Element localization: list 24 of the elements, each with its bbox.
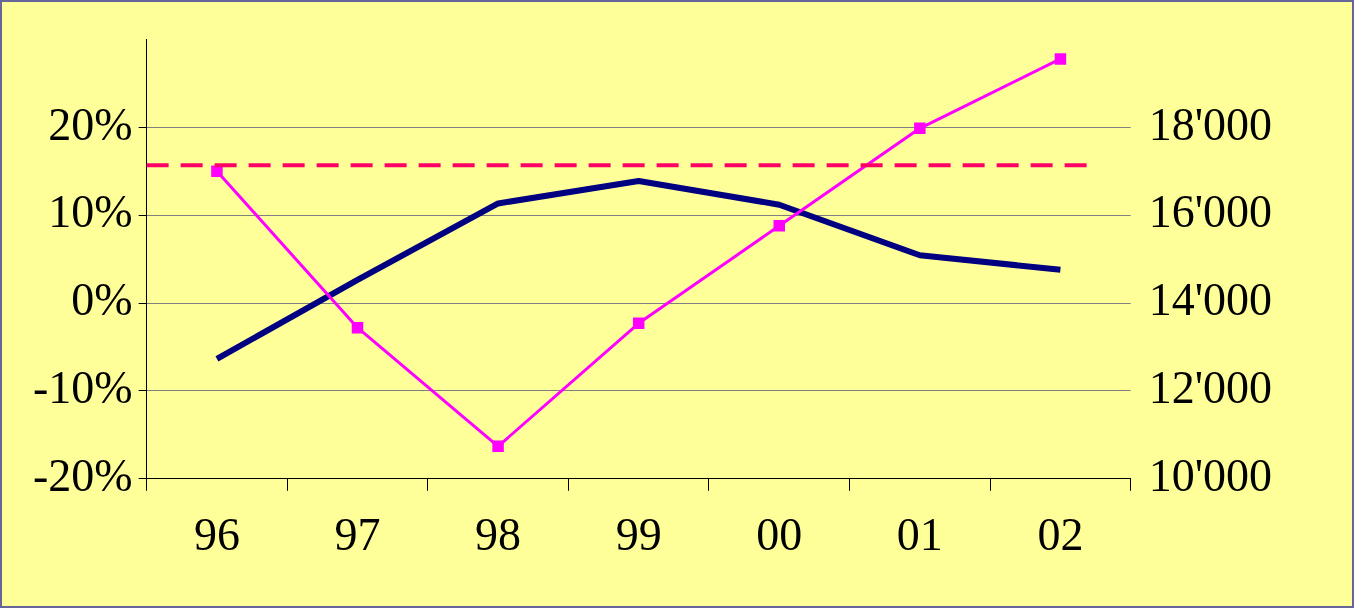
point	[492, 440, 504, 453]
y-tick-label: -10%	[33, 362, 133, 414]
y2-tick-label: 16'000	[1148, 186, 1273, 238]
x-tick-label: 00	[756, 509, 803, 561]
y-tick-label: 0%	[71, 274, 133, 326]
x-tick-label: 99	[615, 509, 662, 561]
point	[773, 220, 785, 232]
x-tick-label: 97	[334, 509, 381, 561]
y-tick-label: -20%	[33, 449, 133, 501]
y2-tick-label: 18'000	[1148, 98, 1273, 150]
x-tick-label: 96	[193, 509, 240, 561]
x-tick-label: 02	[1037, 509, 1084, 561]
y2-tick-label: 10'000	[1148, 449, 1273, 501]
point	[211, 165, 223, 178]
y2-tick-label: 12'000	[1148, 362, 1273, 414]
y2-tick-label: 14'000	[1148, 274, 1273, 326]
x-tick-label: 98	[475, 509, 522, 561]
point	[632, 317, 645, 330]
y-tick-label: 10%	[48, 186, 133, 238]
x-tick-label: 01	[896, 509, 943, 561]
point	[914, 122, 926, 135]
point	[1054, 53, 1067, 65]
point	[351, 321, 364, 334]
y-tick-label: 20%	[48, 98, 133, 150]
